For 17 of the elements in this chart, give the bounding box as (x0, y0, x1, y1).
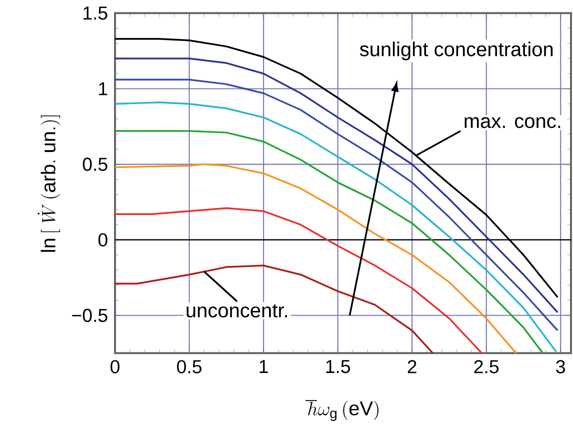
annotation: max. conc. (464, 117, 560, 128)
y-tick-label: 1 (99, 82, 108, 96)
y-axis-title: $\ln\,[\;\dot{W}\,(\mathrm{arb.\ un.})]$ (38, 115, 60, 252)
y-tick-label: 0 (98, 233, 108, 246)
x-tick-label: 0 (110, 360, 120, 374)
x-tick-label: 1.5 (326, 360, 350, 374)
x-tick-label: 3 (556, 360, 565, 374)
x-tick-label: 2 (408, 360, 416, 374)
x-tick-label: 0.5 (177, 360, 202, 374)
x-axis-title: $\hbar\omega_{\mathrm{g}}\,(\mathrm{eV})$ (305, 400, 378, 421)
y-tick-label: 0.5 (82, 158, 108, 171)
x-tick-label: 1 (260, 360, 268, 373)
y-tick-label: −0.5 (72, 308, 108, 322)
y-tick-label: 1.5 (84, 6, 108, 20)
x-tick-label: 2.5 (474, 360, 499, 374)
annotation: unconcentr. (186, 304, 287, 318)
annotation: sunlight concentration (360, 42, 553, 60)
